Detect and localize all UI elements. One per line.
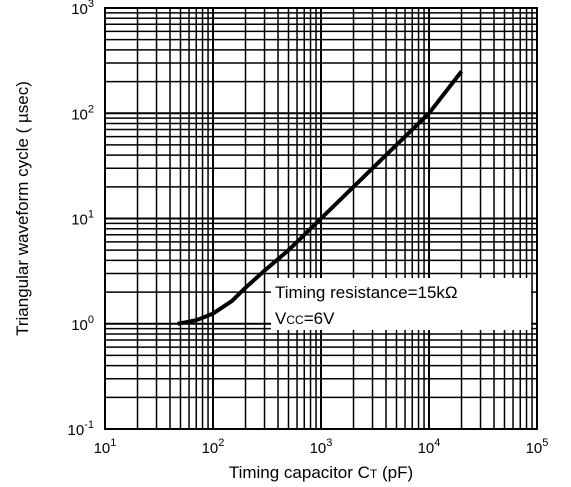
x-tick-label: 102 [202, 437, 225, 457]
annotation-vcc: VCC=6V [275, 309, 335, 328]
x-axis-label: Timing capacitor CT (pF) [229, 463, 413, 482]
annotation-timing-resistance: Timing resistance=15kΩ [275, 283, 458, 302]
x-tick-label: 105 [526, 437, 549, 457]
y-tick-label: 103 [71, 0, 94, 18]
y-axis-label: Triangular waveform cycle ( µsec) [13, 81, 32, 336]
data-series-line [177, 70, 464, 326]
x-tick-label: 104 [418, 437, 441, 457]
x-tick-labels: 101 102 103 104 105 [94, 437, 549, 457]
x-tick-label: 103 [310, 437, 333, 457]
plot-frame [104, 7, 538, 430]
x-axis-label-unit: (pF) [377, 463, 413, 482]
y-tick-label: 10-1 [68, 419, 94, 439]
x-tick-label: 101 [94, 437, 117, 457]
y-tick-label: 100 [71, 314, 94, 334]
annotation-box [271, 278, 531, 330]
y-tick-label: 101 [71, 209, 94, 229]
y-tick-label: 102 [71, 103, 94, 123]
x-axis-label-subscript: T [370, 467, 378, 481]
annotation-vcc-value: =6V [304, 309, 335, 328]
y-tick-labels: 10-1 100 101 102 103 [68, 0, 94, 439]
annotation-vcc-subscript: CC [286, 313, 304, 327]
